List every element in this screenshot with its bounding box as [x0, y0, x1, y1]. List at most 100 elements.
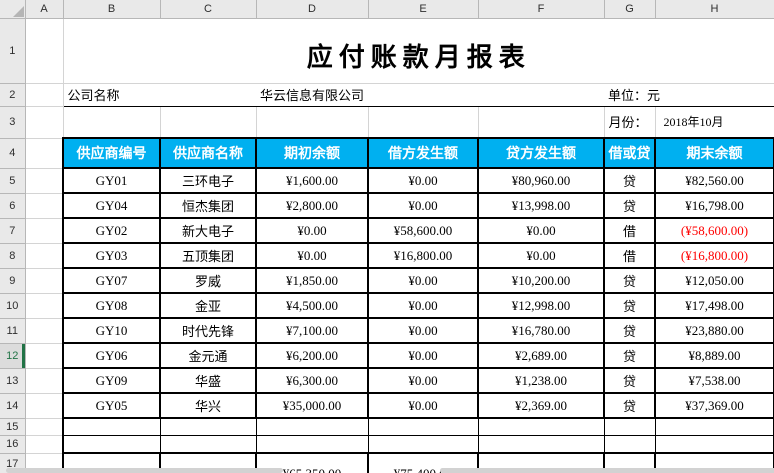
row-header-16[interactable]: 16	[0, 435, 26, 454]
cell-supplier-name[interactable]: 五顶集团	[159, 242, 257, 269]
cell-opening-balance[interactable]: ¥0.00	[255, 242, 369, 269]
cell-total-opening[interactable]: ¥65,350.00	[255, 452, 369, 473]
cell-ending-balance[interactable]: ¥37,369.00	[654, 392, 774, 419]
cell-direction[interactable]: 贷	[603, 267, 656, 294]
cell-a11[interactable]	[25, 318, 64, 344]
cell-empty[interactable]	[654, 417, 774, 436]
cell-empty[interactable]	[477, 417, 605, 436]
cell-ending-balance[interactable]: ¥16,798.00	[654, 192, 774, 219]
column-header-h[interactable]: H	[655, 0, 774, 19]
cell-supplier-name[interactable]: 罗威	[159, 267, 257, 294]
cell-credit-amount[interactable]: ¥0.00	[477, 217, 605, 244]
cell-direction[interactable]: 贷	[603, 192, 656, 219]
row-header-13[interactable]: 13	[0, 368, 26, 394]
cell-opening-balance[interactable]: ¥7,100.00	[255, 317, 369, 344]
cell-d3[interactable]	[256, 106, 369, 139]
column-header-f[interactable]: F	[478, 0, 605, 19]
cell-c3[interactable]	[160, 106, 257, 139]
column-header-a[interactable]: A	[25, 0, 64, 19]
cell-opening-balance[interactable]: ¥35,000.00	[255, 392, 369, 419]
column-header-e[interactable]: E	[368, 0, 479, 19]
cell-direction[interactable]: 贷	[603, 292, 656, 319]
cell-supplier-name[interactable]: 恒杰集团	[159, 192, 257, 219]
column-header-g[interactable]: G	[604, 0, 656, 19]
row-header-5[interactable]: 5	[0, 168, 26, 194]
cell-a4[interactable]	[25, 138, 64, 169]
cell-direction[interactable]: 贷	[603, 317, 656, 344]
row-header-1[interactable]: 1	[0, 18, 26, 84]
cell-debit-amount[interactable]: ¥0.00	[367, 317, 479, 344]
cell-a7[interactable]	[25, 218, 64, 244]
row-header-4[interactable]: 4	[0, 138, 26, 169]
cell-debit-amount[interactable]: ¥16,800.00	[367, 242, 479, 269]
cell-direction[interactable]: 借	[603, 217, 656, 244]
cell-direction[interactable]: 贷	[603, 392, 656, 419]
cell-empty[interactable]	[159, 434, 257, 454]
cell-empty[interactable]	[255, 434, 369, 454]
cell-debit-amount[interactable]: ¥0.00	[367, 192, 479, 219]
row-header-3[interactable]: 3	[0, 106, 26, 139]
bottom-scrollbar-left-segment[interactable]	[6, 468, 283, 473]
row-header-9[interactable]: 9	[0, 268, 26, 294]
cell-a16[interactable]	[25, 435, 64, 454]
cell-supplier-name[interactable]: 时代先锋	[159, 317, 257, 344]
company-name-cell[interactable]: 华云信息有限公司	[256, 83, 604, 107]
cell-supplier-id[interactable]: GY08	[62, 292, 161, 319]
cell-credit-amount[interactable]: ¥1,238.00	[477, 367, 605, 394]
company-label-cell[interactable]: 公司名称	[63, 83, 256, 107]
cell-empty[interactable]	[477, 434, 605, 454]
cell-a8[interactable]	[25, 243, 64, 269]
cell-b3[interactable]	[63, 106, 161, 139]
cell-supplier-id[interactable]: GY04	[62, 192, 161, 219]
cell-empty[interactable]	[603, 434, 656, 454]
report-title[interactable]: 应付账款月报表	[63, 18, 774, 84]
column-header-d[interactable]: D	[256, 0, 369, 19]
cell-empty[interactable]	[603, 417, 656, 436]
row-header-6[interactable]: 6	[0, 193, 26, 219]
cell-a1[interactable]	[25, 18, 64, 84]
cell-empty[interactable]	[654, 434, 774, 454]
row-header-2[interactable]: 2	[0, 83, 26, 107]
cell-supplier-id[interactable]: GY09	[62, 367, 161, 394]
cell-supplier-id[interactable]: GY01	[62, 167, 161, 194]
cell-a6[interactable]	[25, 193, 64, 219]
cell-ending-balance[interactable]: ¥82,560.00	[654, 167, 774, 194]
cell-supplier-name[interactable]: 金亚	[159, 292, 257, 319]
cell-debit-amount[interactable]: ¥58,600.00	[367, 217, 479, 244]
cell-supplier-id[interactable]: GY07	[62, 267, 161, 294]
cell-opening-balance[interactable]: ¥6,300.00	[255, 367, 369, 394]
cell-opening-balance[interactable]: ¥0.00	[255, 217, 369, 244]
cell-debit-amount[interactable]: ¥0.00	[367, 292, 479, 319]
cell-opening-balance[interactable]: ¥1,600.00	[255, 167, 369, 194]
cell-opening-balance[interactable]: ¥2,800.00	[255, 192, 369, 219]
cell-credit-amount[interactable]: ¥2,689.00	[477, 342, 605, 369]
cell-f3[interactable]	[478, 106, 605, 139]
cell-credit-amount[interactable]: ¥16,780.00	[477, 317, 605, 344]
table-header-supplier-name[interactable]: 供应商名称	[159, 137, 257, 169]
cell-debit-amount[interactable]: ¥0.00	[367, 367, 479, 394]
cell-a5[interactable]	[25, 168, 64, 194]
cell-direction[interactable]: 贷	[603, 367, 656, 394]
cell-supplier-id[interactable]: GY03	[62, 242, 161, 269]
table-header-ending-balance[interactable]: 期末余额	[654, 137, 774, 169]
cell-ending-balance[interactable]: ¥23,880.00	[654, 317, 774, 344]
column-header-b[interactable]: B	[63, 0, 161, 19]
cell-ending-balance[interactable]: ¥8,889.00	[654, 342, 774, 369]
cell-direction[interactable]: 贷	[603, 167, 656, 194]
cell-supplier-id[interactable]: GY02	[62, 217, 161, 244]
cell-empty[interactable]	[255, 417, 369, 436]
cell-supplier-name[interactable]: 金元通	[159, 342, 257, 369]
cell-empty[interactable]	[62, 434, 161, 454]
cell-empty[interactable]	[159, 417, 257, 436]
cell-supplier-name[interactable]: 华盛	[159, 367, 257, 394]
cell-ending-balance[interactable]: ¥12,050.00	[654, 267, 774, 294]
cell-credit-amount[interactable]: ¥2,369.00	[477, 392, 605, 419]
cell-supplier-name[interactable]: 三环电子	[159, 167, 257, 194]
cell-supplier-id[interactable]: GY06	[62, 342, 161, 369]
cell-empty[interactable]	[367, 417, 479, 436]
cell-ending-balance[interactable]: (¥58,600.00)	[654, 217, 774, 244]
cell-a2[interactable]	[25, 83, 64, 107]
row-header-14[interactable]: 14	[0, 393, 26, 419]
cell-a10[interactable]	[25, 293, 64, 319]
table-header-supplier-id[interactable]: 供应商编号	[62, 137, 161, 169]
